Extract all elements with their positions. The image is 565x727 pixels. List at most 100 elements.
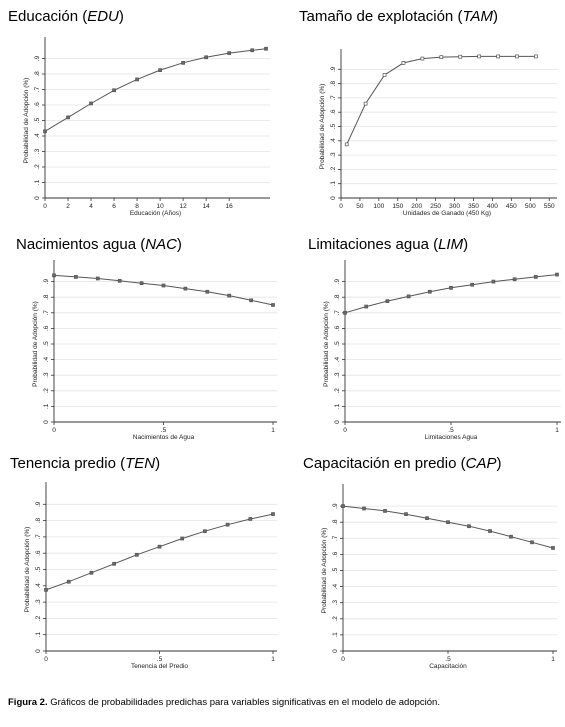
data-point (89, 101, 93, 106)
y-tick-label: .6 (330, 109, 337, 115)
x-tick-label: 1 (555, 427, 559, 434)
plot-area (341, 49, 557, 198)
data-point (404, 512, 408, 517)
x-tick-label: .5 (157, 656, 163, 663)
y-tick-label: .7 (334, 310, 341, 316)
y-tick-label: .4 (34, 133, 41, 139)
data-point (491, 279, 496, 284)
data-point (134, 552, 139, 557)
y-tick-label: .2 (43, 388, 50, 394)
chart-title-ten: Tenencia predio (TEN) (10, 455, 161, 472)
data-point (449, 285, 453, 290)
x-tick-label: 250 (430, 203, 441, 210)
y-tick-label: .2 (330, 166, 337, 172)
x-tick-label: 500 (525, 203, 536, 210)
data-point (66, 579, 71, 584)
x-tick-label: 450 (506, 203, 517, 210)
x-tick-label: 4 (89, 203, 93, 210)
y-tick-label: .3 (330, 152, 337, 158)
y-tick-label: 0 (43, 420, 50, 424)
data-point (401, 61, 406, 65)
data-point (343, 310, 347, 315)
x-tick-label: 12 (180, 203, 188, 210)
x-tick-label: 6 (112, 203, 116, 210)
data-point (470, 282, 475, 287)
x-tick-label: 200 (411, 203, 422, 210)
data-point (385, 299, 390, 303)
x-axis-label: Nacimientos de Agua (133, 434, 195, 441)
y-tick-label: .9 (35, 501, 42, 507)
data-point (467, 524, 471, 529)
y-tick-label: .3 (43, 372, 50, 378)
y-tick-label: .7 (330, 95, 337, 101)
y-axis-label: Probabilidad de Adopción (%) (319, 84, 326, 170)
y-tick-label: .4 (35, 583, 42, 589)
data-point (551, 546, 555, 550)
y-tick-label: .3 (35, 599, 42, 605)
y-tick-label: .1 (330, 181, 337, 187)
data-point (458, 54, 463, 59)
y-axis-label: Probabilidad de Adopción (%) (321, 528, 328, 614)
y-tick-label: .8 (330, 81, 337, 87)
data-point (112, 88, 116, 93)
figure-caption-text: Gráficos de probabilidades predichas par… (50, 697, 440, 708)
y-tick-label: .5 (35, 566, 42, 572)
chart-tam: 0 .1 .2 .3 .4 .5 .6 .7 .8 .9 0 50 100 150 200 250 300 350… (319, 49, 557, 217)
data-point (530, 540, 534, 545)
data-point (446, 520, 450, 525)
chart-title-lim: Limitaciones agua (LIM) (308, 236, 469, 253)
data-point (161, 283, 166, 288)
data-point (227, 51, 232, 55)
data-point (383, 509, 387, 513)
plot-area (345, 260, 561, 422)
data-point (44, 588, 48, 592)
y-tick-label: .4 (332, 584, 339, 590)
data-point (139, 281, 144, 286)
data-point (203, 529, 207, 534)
y-tick-label: .2 (332, 616, 339, 622)
x-tick-label: 2 (66, 203, 70, 210)
x-tick-label: .5 (448, 427, 454, 434)
chart-title-edu: Educación (EDU) (8, 8, 124, 25)
y-tick-label: .9 (332, 503, 339, 509)
data-point (204, 55, 208, 60)
data-point (112, 561, 116, 566)
y-tick-label: .4 (330, 138, 337, 144)
x-axis-label: Educación (Años) (130, 210, 181, 217)
data-point (477, 54, 482, 59)
y-tick-label: .2 (35, 615, 42, 621)
y-tick-label: .1 (34, 179, 41, 185)
figure-caption: Figura 2. Gráficos de probabilidades pre… (8, 697, 440, 708)
y-tick-label: .8 (34, 71, 41, 77)
chart-title-nac: Nacimientos agua (NAC) (16, 236, 182, 253)
data-point (344, 142, 349, 147)
data-point (496, 54, 500, 59)
x-tick-label: 1 (271, 656, 275, 663)
y-tick-label: .8 (35, 518, 42, 524)
x-tick-label: 8 (135, 203, 139, 210)
data-point (249, 298, 253, 303)
y-tick-label: .5 (334, 341, 341, 347)
data-point (363, 101, 368, 106)
x-tick-label: 100 (373, 203, 384, 210)
y-tick-label: 0 (34, 196, 41, 200)
data-point (158, 68, 162, 72)
chart-title-cap: Capacitación en predio (CAP) (303, 455, 502, 472)
data-point (225, 522, 230, 527)
data-point (66, 115, 70, 120)
plot-area (46, 482, 277, 651)
y-tick-label: 0 (334, 420, 341, 424)
x-tick-label: 1 (271, 427, 275, 434)
x-axis-label: Unidades de Ganado (450 Kg) (403, 210, 491, 217)
data-point (427, 289, 432, 294)
x-tick-label: 0 (44, 656, 48, 663)
data-point (183, 286, 188, 291)
y-tick-label: .3 (34, 148, 41, 154)
y-tick-label: .5 (43, 341, 50, 347)
x-tick-label: 150 (392, 203, 403, 210)
data-point (89, 570, 94, 575)
x-tick-label: .5 (445, 656, 451, 663)
data-point (135, 77, 139, 82)
y-tick-label: .8 (43, 294, 50, 300)
data-point (271, 512, 275, 516)
